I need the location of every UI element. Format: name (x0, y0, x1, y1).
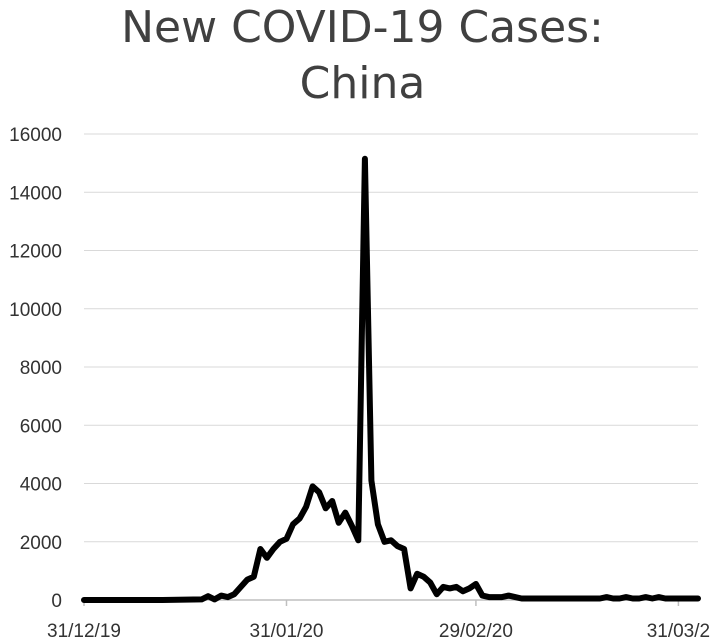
y-tick-label: 12000 (9, 242, 62, 263)
data-marks (81, 155, 701, 603)
y-tick-label: 2000 (20, 533, 62, 554)
y-tick-label: 16000 (9, 125, 62, 146)
x-axis-tick-labels: 31/12/19 31/01/20 29/02/20 31/03/2 (47, 600, 710, 642)
series-line-new-cases (81, 155, 701, 603)
y-tick-label: 8000 (20, 358, 62, 379)
x-tick-label: 29/02/20 (439, 621, 513, 642)
x-tick-label: 31/03/2 (647, 621, 710, 642)
y-tick-label: 14000 (9, 183, 62, 204)
y-tick-label: 0 (51, 591, 62, 612)
x-tick-label: 31/12/19 (47, 621, 121, 642)
gridlines (84, 133, 698, 543)
chart-title-line-1: New COVID-19 Cases: (121, 2, 604, 53)
y-tick-label: 4000 (20, 475, 62, 496)
y-axis-tick-labels: 0 2000 4000 6000 8000 10000 12000 14000 16000 (9, 125, 62, 612)
y-tick-label: 10000 (9, 300, 62, 321)
chart-title-line-2: China (299, 58, 426, 109)
x-tick-label: 31/01/20 (250, 621, 324, 642)
y-tick-label: 6000 (20, 416, 62, 437)
